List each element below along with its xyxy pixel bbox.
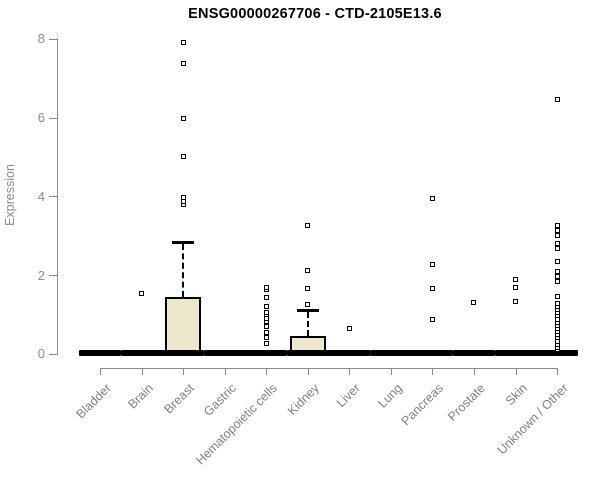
outlier-point bbox=[554, 245, 560, 251]
median-bar bbox=[369, 349, 412, 356]
x-tick bbox=[390, 368, 392, 375]
y-tick bbox=[49, 117, 57, 119]
y-tick bbox=[49, 275, 57, 277]
chart-title: ENSG00000267706 - CTD-2105E13.6 bbox=[188, 6, 442, 22]
whisker-cap bbox=[172, 241, 195, 244]
outlier-point bbox=[180, 195, 186, 201]
outlier-point bbox=[305, 286, 311, 292]
y-tick-label: 0 bbox=[37, 346, 45, 362]
whisker-cap bbox=[296, 309, 319, 312]
x-tick bbox=[307, 368, 309, 375]
outlier-point bbox=[305, 302, 311, 308]
y-tick bbox=[49, 353, 57, 355]
outlier-point bbox=[180, 60, 186, 66]
x-tick bbox=[100, 368, 101, 375]
y-tick-label: 8 bbox=[37, 31, 45, 47]
median-bar bbox=[203, 349, 246, 356]
y-axis-line bbox=[57, 37, 58, 355]
whisker bbox=[182, 243, 185, 297]
outlier-point bbox=[180, 154, 186, 160]
outlier-point bbox=[554, 259, 560, 265]
y-tick-label: 2 bbox=[37, 267, 45, 283]
outlier-point bbox=[263, 303, 269, 309]
x-tick bbox=[473, 368, 475, 375]
y-tick bbox=[49, 196, 57, 198]
median-bar bbox=[494, 349, 537, 356]
median-bar bbox=[245, 349, 288, 356]
outlier-point bbox=[554, 97, 560, 103]
outlier-point bbox=[554, 300, 560, 306]
y-tick-label: 6 bbox=[37, 110, 45, 126]
x-tick bbox=[432, 368, 434, 375]
x-tick bbox=[141, 368, 143, 375]
outlier-point bbox=[554, 274, 560, 280]
outlier-point bbox=[263, 309, 269, 315]
outlier-point bbox=[554, 278, 560, 284]
x-tick bbox=[515, 368, 517, 375]
outlier-point bbox=[139, 291, 145, 297]
x-tick bbox=[557, 368, 559, 375]
outlier-point bbox=[554, 227, 560, 233]
whisker bbox=[306, 311, 309, 337]
outlier-point bbox=[429, 262, 435, 268]
outlier-point bbox=[429, 317, 435, 323]
median-bar bbox=[162, 349, 205, 356]
outlier-point bbox=[263, 324, 269, 330]
median-bar bbox=[286, 349, 329, 356]
median-bar bbox=[411, 349, 454, 356]
outlier-point bbox=[263, 329, 269, 335]
outlier-point bbox=[513, 299, 518, 305]
y-tick bbox=[49, 38, 57, 40]
outlier-point bbox=[263, 340, 269, 346]
outlier-point bbox=[554, 222, 560, 228]
x-axis-line bbox=[100, 368, 559, 369]
median-bar bbox=[79, 349, 121, 356]
outlier-point bbox=[305, 268, 311, 274]
outlier-point bbox=[554, 294, 560, 300]
x-tick bbox=[349, 368, 351, 375]
median-bar bbox=[536, 349, 579, 356]
x-tick bbox=[266, 368, 268, 375]
box bbox=[165, 296, 202, 353]
outlier-point bbox=[346, 325, 352, 331]
outlier-point bbox=[305, 223, 311, 229]
outlier-point bbox=[554, 269, 560, 275]
median-bar bbox=[120, 349, 163, 356]
median-bar bbox=[452, 349, 495, 356]
outlier-point bbox=[263, 294, 269, 300]
outlier-point bbox=[429, 285, 435, 291]
outlier-point bbox=[513, 285, 518, 291]
outlier-point bbox=[263, 335, 269, 341]
x-tick bbox=[224, 368, 226, 375]
outlier-point bbox=[471, 300, 477, 306]
outlier-point bbox=[554, 232, 560, 238]
outlier-point bbox=[263, 285, 269, 291]
x-tick bbox=[183, 368, 185, 375]
outlier-point bbox=[513, 277, 518, 283]
median-bar bbox=[328, 349, 371, 356]
outlier-point bbox=[180, 116, 186, 122]
y-tick-label: 4 bbox=[37, 188, 45, 204]
outlier-point bbox=[429, 195, 435, 201]
outlier-point bbox=[180, 40, 186, 46]
outlier-point bbox=[554, 241, 560, 247]
